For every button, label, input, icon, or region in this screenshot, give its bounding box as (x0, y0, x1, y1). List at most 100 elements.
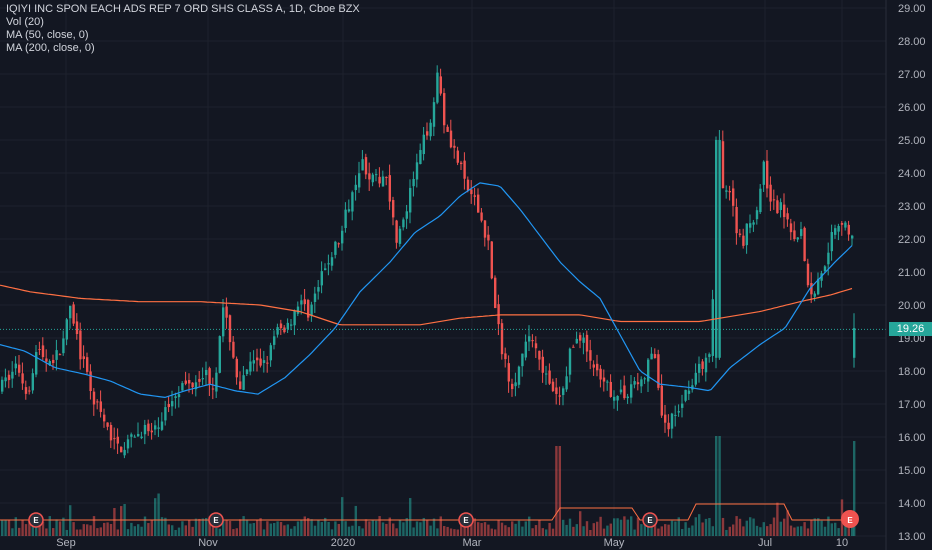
volume-bar (647, 524, 650, 536)
volume-bar (395, 528, 398, 536)
candle-body (606, 381, 609, 383)
candle-body (130, 434, 133, 437)
volume-bar (800, 526, 803, 536)
candlesticks (1, 65, 856, 459)
candle-body (171, 401, 174, 407)
candle-body (772, 199, 776, 201)
volume-bar (776, 502, 779, 536)
volume-bar (388, 517, 391, 536)
candle-body (738, 233, 742, 235)
candle-body (718, 139, 721, 358)
candle-body (58, 354, 62, 356)
candle-body (143, 424, 147, 435)
earnings-event-marker[interactable]: E (28, 512, 44, 528)
candle-body (4, 377, 7, 382)
earnings-event-marker[interactable]: E (841, 510, 859, 528)
candle-body (388, 175, 391, 202)
volume-indicator-label[interactable]: Vol (20) (6, 16, 44, 28)
volume-bar (728, 526, 731, 536)
volume-bar (215, 528, 218, 536)
volume-bar (317, 520, 320, 536)
earnings-event-marker[interactable]: E (208, 512, 224, 528)
candle-body (218, 336, 221, 373)
volume-bar (487, 524, 490, 536)
candle-body (745, 223, 748, 246)
x-tick-label: May (604, 537, 625, 549)
candle-body (432, 102, 436, 127)
candle-body (320, 271, 323, 286)
volume-bar (313, 525, 317, 536)
candle-body (568, 348, 572, 375)
volume-bar (344, 521, 347, 536)
volume-bar (436, 528, 439, 536)
volume-bar (453, 529, 456, 536)
candle-body (715, 139, 718, 358)
candle-body (853, 328, 856, 358)
candle-body (35, 352, 38, 375)
candle-body (317, 287, 320, 292)
earnings-event-marker[interactable]: E (458, 512, 474, 528)
volume-bar (551, 528, 555, 536)
volume-bar (116, 529, 119, 536)
volume-bar (371, 520, 374, 536)
candle-body (545, 373, 548, 375)
volume-bar (89, 525, 92, 536)
earnings-event-marker[interactable]: E (642, 512, 658, 528)
candle-body (330, 257, 334, 266)
volume-bar (534, 525, 538, 536)
volume-bar (762, 522, 765, 536)
volume-bar (266, 521, 269, 536)
time-axis[interactable]: Sep Nov 2020 Mar May Jul 10 (56, 537, 848, 549)
volume-bar (439, 516, 442, 536)
candle-body (779, 202, 782, 211)
y-tick-label: 24.00 (898, 168, 926, 180)
volume-bar (143, 516, 147, 536)
candle-body (164, 407, 167, 421)
volume-bar (293, 526, 296, 536)
volume-bar (1, 519, 4, 536)
volume-bar (446, 526, 449, 536)
candle-body (300, 300, 303, 305)
candle-body (290, 324, 293, 326)
volume-bar (664, 524, 667, 536)
candle-body (24, 387, 28, 394)
volume-bar (698, 514, 701, 536)
candle-body (517, 366, 521, 385)
candle-body (96, 401, 99, 403)
last-price-label: 19.26 (889, 322, 932, 337)
volume-bar (494, 529, 497, 536)
event-circle (642, 512, 658, 528)
candle-body (789, 223, 793, 233)
candle-body (565, 376, 568, 390)
candle-body (351, 192, 354, 212)
candle-body (293, 310, 296, 326)
volume-bar (589, 529, 592, 536)
symbol-title[interactable]: IQIYI INC SPON EACH ADS REP 7 ORD SHS CL… (6, 3, 360, 15)
volume-bar (745, 520, 748, 536)
volume-bar (38, 522, 41, 536)
candle-body (426, 131, 429, 136)
volume-bar (480, 523, 483, 536)
volume-bar (412, 527, 415, 536)
candle-body (806, 263, 810, 286)
ma200-indicator-label[interactable]: MA (200, close, 0) (6, 42, 95, 54)
candle-body (531, 339, 534, 342)
price-axis[interactable]: 13.0014.0015.0016.0017.0018.0019.0020.00… (898, 3, 926, 543)
candle-body (11, 371, 14, 379)
volume-bar (582, 526, 585, 536)
volume-bar (568, 518, 572, 536)
volume-bar (276, 521, 279, 536)
candle-body (310, 304, 313, 316)
volume-bar (205, 517, 208, 536)
candle-body (347, 209, 351, 212)
volume-bar (79, 529, 82, 536)
volume-bar (99, 527, 102, 536)
candle-body (613, 396, 616, 401)
candle-body (708, 354, 711, 357)
x-tick-label: Jul (758, 537, 772, 549)
ma50-indicator-label[interactable]: MA (50, close, 0) (6, 29, 89, 41)
candle-body (116, 436, 119, 444)
candle-body (609, 381, 612, 397)
